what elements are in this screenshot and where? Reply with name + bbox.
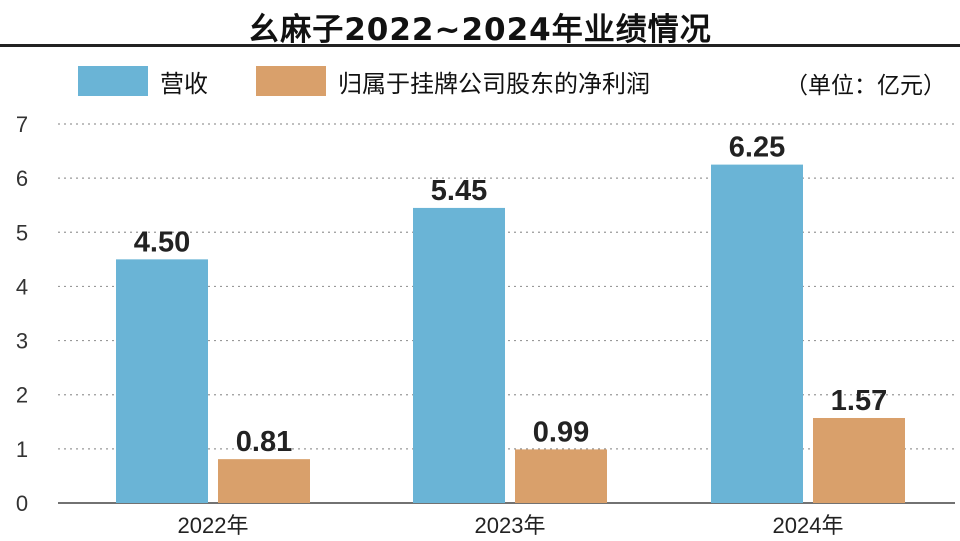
- bar: [116, 259, 208, 503]
- bar: [413, 207, 505, 503]
- y-tick-label: 1: [16, 437, 28, 462]
- bar: [218, 459, 310, 503]
- legend-swatch-revenue: [78, 66, 148, 96]
- y-tick-label: 3: [16, 329, 28, 354]
- data-label: 1.57: [831, 385, 887, 417]
- title-divider: [0, 44, 960, 47]
- x-tick-label: 2024年: [773, 513, 844, 538]
- y-tick-label: 4: [16, 274, 28, 299]
- y-tick-label: 5: [16, 220, 28, 245]
- data-label: 0.99: [533, 416, 589, 448]
- bar: [711, 164, 803, 503]
- legend-label-revenue: 营收: [160, 69, 208, 98]
- data-label: 5.45: [431, 175, 487, 207]
- legend: 营收 归属于挂牌公司股东的净利润: [78, 64, 698, 98]
- y-tick-label: 2: [16, 383, 28, 408]
- y-tick-label: 6: [16, 166, 28, 191]
- y-tick-label: 0: [16, 491, 28, 516]
- chart-title: 幺麻子2022~2024年业绩情况: [248, 12, 712, 48]
- bar: [515, 449, 607, 503]
- legend-swatch-net-profit: [256, 66, 326, 96]
- legend-label-net-profit: 归属于挂牌公司股东的净利润: [338, 69, 650, 98]
- y-tick-label: 7: [16, 112, 28, 137]
- data-label: 0.81: [236, 426, 292, 458]
- legend-item-revenue: 营收: [78, 64, 208, 99]
- x-tick-label: 2022年: [178, 513, 249, 538]
- x-tick-label: 2023年: [475, 513, 546, 538]
- bar: [813, 417, 905, 503]
- data-label: 6.25: [729, 132, 785, 164]
- unit-label: （单位：亿元）: [785, 73, 946, 99]
- legend-item-net-profit: 归属于挂牌公司股东的净利润: [256, 64, 650, 99]
- data-label: 4.50: [134, 226, 190, 258]
